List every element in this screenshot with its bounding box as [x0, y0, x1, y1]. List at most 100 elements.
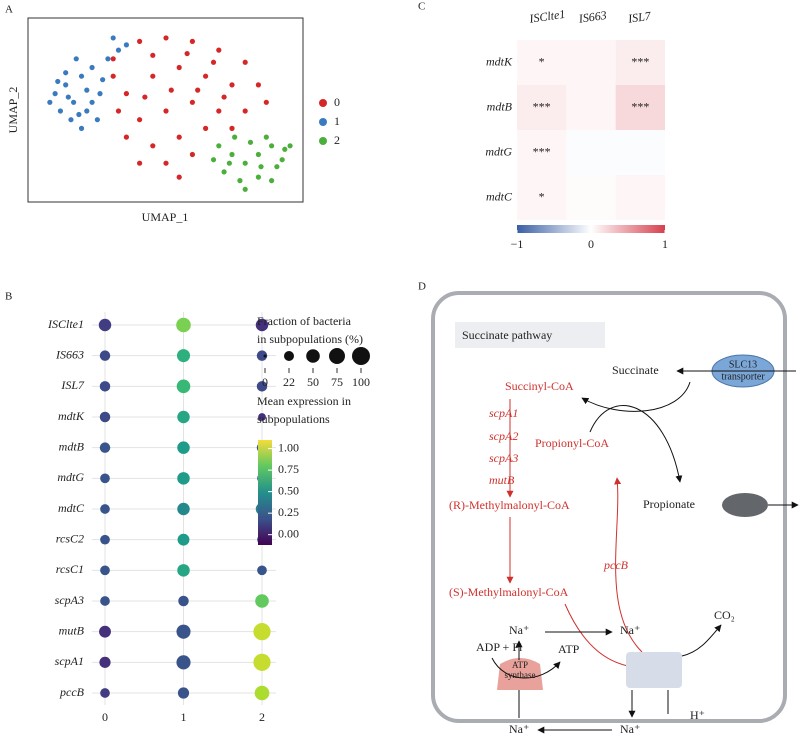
dot [256, 350, 268, 361]
point [189, 151, 195, 158]
point [137, 38, 143, 45]
point [71, 99, 77, 105]
cell-label: *** [533, 144, 551, 158]
point [52, 91, 58, 97]
ion: Na⁺ [620, 722, 640, 736]
y-axis-label: UMAP_2 [6, 87, 20, 134]
dot [98, 318, 112, 332]
cell-membrane [431, 291, 787, 723]
arrow [491, 657, 561, 679]
column-label: ISClte1 [528, 7, 567, 26]
metabolite: Propionate [643, 497, 695, 511]
point [163, 108, 169, 114]
point [150, 52, 156, 58]
point [195, 87, 201, 93]
dot [177, 502, 190, 516]
legend-title: Mean expression in [257, 394, 351, 408]
plot-frame [27, 17, 304, 203]
point [65, 94, 71, 100]
point [258, 164, 264, 170]
point [229, 125, 235, 131]
point [89, 64, 95, 71]
dot [100, 565, 110, 576]
point [137, 117, 143, 123]
point [210, 157, 217, 163]
point [100, 77, 106, 83]
point [168, 87, 174, 93]
legend-title: Fraction of bacteria [257, 314, 352, 328]
y-tick-label: rcsC2 [56, 531, 84, 545]
point [163, 160, 169, 166]
dot [176, 317, 191, 333]
dot [99, 656, 111, 668]
metabolite: Succinyl-CoA [505, 379, 574, 393]
point [89, 99, 95, 105]
dot [100, 596, 110, 606]
point [63, 70, 69, 76]
dot [100, 473, 110, 484]
x-tick-label: 0 [102, 710, 108, 724]
point [142, 94, 148, 100]
colorbar-label: 0.00 [278, 526, 299, 540]
size-legend-marker [329, 348, 345, 364]
point [78, 73, 85, 79]
dot [99, 381, 111, 392]
point [229, 151, 235, 158]
point [210, 59, 217, 65]
row-label: mdtG [485, 144, 512, 158]
dot [258, 413, 266, 421]
dot [99, 625, 111, 638]
point [150, 73, 156, 79]
ion: Na⁺ [620, 623, 640, 637]
cell [566, 130, 616, 175]
metabolite: ATP [558, 642, 580, 656]
cell [615, 40, 665, 85]
cell-label: *** [631, 99, 649, 113]
transporter-label: transporter [721, 371, 765, 382]
cell-label: *** [631, 54, 649, 68]
cell-label: * [539, 189, 545, 203]
cell [615, 130, 665, 175]
enzyme: scpA3 [489, 451, 518, 465]
pathway-box [455, 322, 605, 348]
panel-label: B [5, 291, 12, 303]
dot [255, 594, 269, 608]
point [242, 108, 248, 114]
point [110, 73, 116, 79]
point [216, 143, 222, 149]
point [232, 134, 238, 140]
point [203, 125, 209, 131]
exporter [722, 493, 768, 517]
arrow [614, 477, 643, 653]
point [274, 164, 280, 170]
size-legend-marker [352, 347, 370, 365]
colorbar [517, 225, 665, 233]
point [269, 143, 275, 149]
legend-label: 0 [334, 95, 340, 109]
dot [178, 595, 189, 607]
atp-synthase [497, 658, 543, 690]
dot [176, 624, 191, 639]
point [110, 56, 116, 62]
point [216, 47, 222, 53]
point [247, 139, 254, 145]
point [55, 78, 61, 85]
size-legend-label: 22 [283, 375, 295, 389]
cell [517, 85, 567, 130]
point [255, 174, 261, 180]
row-label: mdtK [486, 54, 513, 68]
ion: Na⁺ [509, 623, 529, 637]
point [105, 56, 111, 62]
legend-marker [319, 99, 327, 107]
point [78, 125, 85, 131]
point [123, 91, 129, 97]
colorbar-label: 0.75 [278, 462, 299, 476]
point [184, 50, 190, 57]
point [287, 143, 293, 149]
point [123, 42, 129, 48]
arrow [681, 624, 722, 657]
y-tick-label: scpA1 [55, 654, 84, 668]
legend-marker [319, 137, 327, 145]
colorbar-label: −1 [511, 237, 524, 251]
dot [177, 687, 190, 699]
